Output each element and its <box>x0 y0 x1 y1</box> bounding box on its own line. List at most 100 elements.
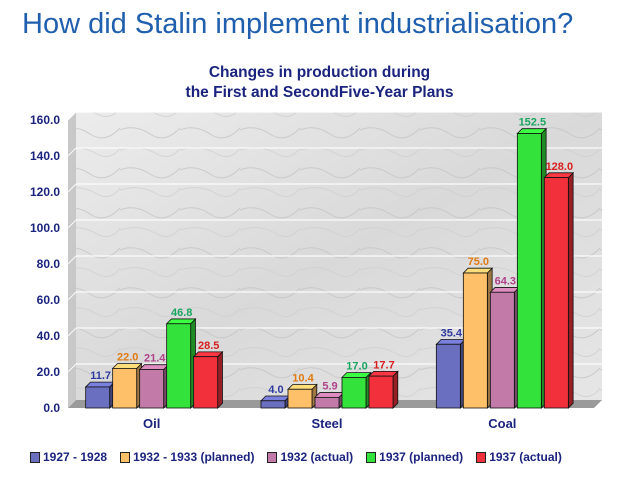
bar <box>462 267 494 409</box>
gridline-side <box>67 183 77 193</box>
chart-title-line2: the First and SecondFive-Year Plans <box>185 84 454 101</box>
gridline-side <box>67 327 77 337</box>
bar-front <box>85 386 111 409</box>
y-tick-label: 160.0 <box>30 113 60 127</box>
bar-top <box>260 395 291 402</box>
bar <box>435 338 467 409</box>
legend-item: 1937 (planned) <box>366 450 463 464</box>
bar-front <box>341 376 367 409</box>
data-label: 28.5 <box>198 340 219 352</box>
data-label: 46.8 <box>171 307 192 319</box>
gridline-side <box>67 363 77 373</box>
y-tick-label: 100.0 <box>30 221 60 235</box>
legend-label: 1927 - 1928 <box>43 450 108 464</box>
bar-top <box>111 363 143 369</box>
legend-label: 1932 - 1933 (planned) <box>133 450 255 464</box>
y-tick-label: 120.0 <box>30 185 60 199</box>
x-category-label: Coal <box>488 416 516 431</box>
bar-front <box>462 272 488 409</box>
chart-title-line1: Changes in production during <box>208 64 431 81</box>
bar <box>341 371 372 409</box>
y-tick-label: 80.0 <box>37 257 61 271</box>
legend-swatch <box>120 451 131 463</box>
legend: 1927 - 1928 1932 - 1933 (planned) 1932 (ac… <box>30 450 562 464</box>
bar-front <box>112 367 138 409</box>
bar-top <box>165 318 197 325</box>
bar-top <box>543 172 575 179</box>
data-label: 22.0 <box>117 352 138 364</box>
bar-front <box>139 369 165 409</box>
legend-label: 1932 (actual) <box>280 450 354 464</box>
y-tick-label: 20.0 <box>37 365 61 379</box>
bar <box>489 286 521 409</box>
data-label: 75.0 <box>468 256 489 268</box>
x-category-label: Oil <box>143 416 160 431</box>
bar-front <box>368 375 394 409</box>
bar <box>138 363 170 409</box>
bar-front <box>435 343 461 409</box>
bar-top <box>314 392 345 398</box>
y-tick-label: 0.0 <box>43 401 60 415</box>
gridline-side <box>67 147 77 157</box>
legend-item: 1937 (actual) <box>476 450 562 464</box>
bar-side <box>217 350 223 409</box>
data-label: 17.7 <box>373 359 394 371</box>
legend-item: 1932 (actual) <box>267 450 353 464</box>
gridline-side <box>67 291 77 301</box>
bar-top <box>138 364 170 370</box>
legend-item: 1932 - 1933 (planned) <box>120 450 254 464</box>
data-label: 11.7 <box>90 370 111 382</box>
bar-front <box>287 388 313 409</box>
bar-top <box>192 351 224 358</box>
bar <box>260 395 291 409</box>
data-label: 35.4 <box>441 327 463 339</box>
bar <box>287 383 318 409</box>
data-label: 4.0 <box>268 384 283 396</box>
data-label: 21.4 <box>144 353 166 365</box>
bar-front <box>193 356 219 409</box>
legend-swatch <box>30 451 40 463</box>
bar-front <box>516 133 542 409</box>
gridline-side <box>67 111 77 121</box>
bar <box>165 317 197 409</box>
bar-front <box>260 400 286 409</box>
bar-side <box>567 171 574 409</box>
legend-swatch <box>366 451 377 463</box>
bar <box>192 350 224 409</box>
y-tick-label: 60.0 <box>37 293 61 307</box>
legend-swatch <box>476 451 487 463</box>
y-tick-label: 140.0 <box>30 149 60 163</box>
data-label: 17.0 <box>346 361 367 373</box>
bar-front <box>489 291 515 409</box>
bar-top <box>516 128 548 134</box>
bar <box>314 391 345 409</box>
data-label: 5.9 <box>322 381 337 393</box>
bar-top <box>462 267 494 274</box>
legend-label: 1937 (actual) <box>489 450 562 464</box>
bar <box>516 127 548 409</box>
bar-top <box>341 372 372 378</box>
bar-top <box>489 287 521 293</box>
bar <box>84 381 116 409</box>
bar <box>543 171 575 409</box>
legend-item: 1927 - 1928 <box>30 450 107 464</box>
data-label: 128.0 <box>546 161 574 173</box>
bar-top <box>84 381 116 388</box>
bar-top <box>368 370 399 377</box>
data-label: 152.5 <box>519 117 547 129</box>
bar-top <box>435 339 467 345</box>
bar-front <box>314 396 340 409</box>
legend-swatch <box>267 451 278 463</box>
bar <box>111 362 143 409</box>
bar-side <box>392 370 399 409</box>
bar-top <box>287 384 318 390</box>
bar-front <box>543 177 569 409</box>
data-label: 10.4 <box>292 372 314 384</box>
gridline-side <box>67 219 77 229</box>
bar-front <box>166 323 192 409</box>
gridline-side <box>67 255 77 265</box>
slide-title: How did Stalin implement industrialisati… <box>22 8 574 40</box>
y-tick-label: 40.0 <box>37 329 61 343</box>
legend-label: 1937 (planned) <box>379 450 464 464</box>
